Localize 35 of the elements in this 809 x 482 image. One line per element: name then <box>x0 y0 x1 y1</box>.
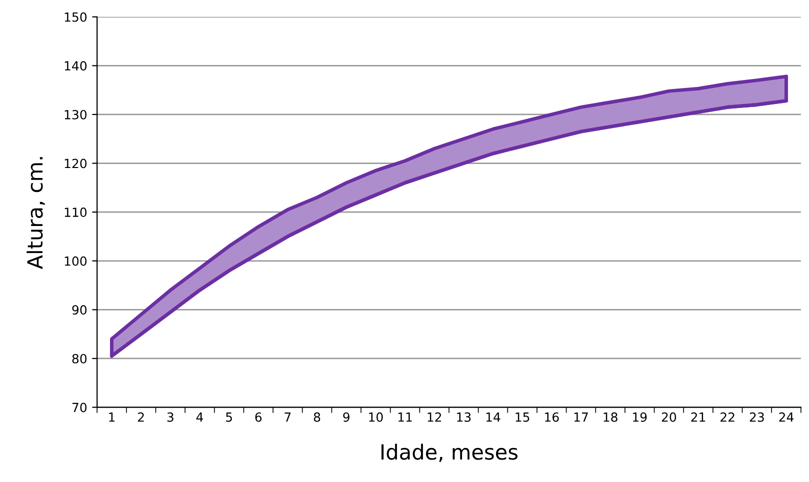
x-tick-label: 21 <box>691 412 706 422</box>
x-tick-label: 5 <box>226 412 232 422</box>
x-tick-label: 14 <box>486 412 500 422</box>
x-tick-label: 19 <box>633 412 647 422</box>
y-tick-label: 100 <box>64 256 87 266</box>
y-tick-label: 110 <box>64 208 87 218</box>
x-tick-label: 10 <box>369 412 383 422</box>
y-tick-label: 70 <box>72 402 87 412</box>
x-tick-label: 23 <box>750 412 764 422</box>
y-tick-label: 80 <box>72 354 87 364</box>
y-axis-title: Altura, cm. <box>26 157 45 270</box>
x-tick-label: 20 <box>662 412 676 422</box>
y-tick-label: 90 <box>72 305 87 315</box>
x-tick-label: 15 <box>516 412 530 422</box>
y-tick-label: 130 <box>64 110 87 120</box>
x-tick-label: 7 <box>284 412 291 422</box>
x-tick-label: 4 <box>196 412 203 422</box>
y-tick-label: 140 <box>64 61 87 71</box>
x-tick-label: 22 <box>720 412 734 422</box>
x-tick-label: 6 <box>255 412 262 422</box>
x-tick-label: 18 <box>604 412 618 422</box>
x-tick-label: 12 <box>428 412 442 422</box>
x-tick-label: 2 <box>138 412 144 422</box>
x-tick-label: 3 <box>167 412 174 422</box>
x-tick-label: 11 <box>398 412 412 422</box>
x-tick-label: 9 <box>343 412 350 422</box>
x-tick-label: 17 <box>574 412 588 422</box>
x-tick-label: 8 <box>314 412 320 422</box>
y-tick-label: 150 <box>64 12 87 22</box>
x-tick-label: 13 <box>457 412 471 422</box>
x-tick-label: 16 <box>545 412 559 422</box>
x-tick-label: 1 <box>109 412 115 422</box>
x-axis-title: Idade, meses <box>382 444 518 462</box>
x-tick-label: 24 <box>779 412 794 422</box>
y-tick-label: 120 <box>64 158 87 168</box>
